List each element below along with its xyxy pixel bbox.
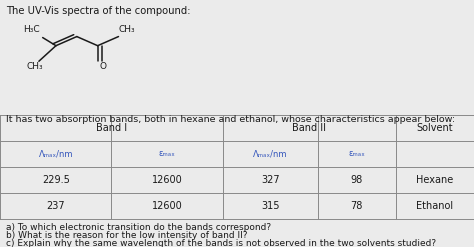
Text: Band II: Band II (292, 123, 326, 133)
Text: Solvent: Solvent (417, 123, 453, 133)
Text: Λₘₐₓ/nm: Λₘₐₓ/nm (253, 149, 287, 158)
Text: CH₃: CH₃ (118, 25, 135, 34)
Text: 98: 98 (351, 175, 363, 185)
Text: 237: 237 (46, 201, 65, 211)
Text: Λₘₐₓ/nm: Λₘₐₓ/nm (38, 149, 73, 158)
Text: 12600: 12600 (152, 201, 182, 211)
Text: It has two absorption bands, both in hexane and ethanol, whose characteristics a: It has two absorption bands, both in hex… (6, 115, 455, 124)
Text: Hexane: Hexane (416, 175, 454, 185)
Text: εₘₐₓ: εₘₐₓ (159, 149, 175, 158)
Text: H₃C: H₃C (23, 25, 39, 34)
Text: 327: 327 (261, 175, 280, 185)
Text: a) To which electronic transition do the bands correspond?: a) To which electronic transition do the… (6, 223, 271, 232)
Text: Band I: Band I (96, 123, 127, 133)
Text: Ethanol: Ethanol (416, 201, 454, 211)
Text: εₘₐₓ: εₘₐₓ (348, 149, 365, 158)
Text: The UV-Vis spectra of the compound:: The UV-Vis spectra of the compound: (6, 6, 190, 16)
Text: 315: 315 (261, 201, 280, 211)
Text: b) What is the reason for the low intensity of band II?: b) What is the reason for the low intens… (6, 231, 247, 240)
Text: c) Explain why the same wavelength of the bands is not observed in the two solve: c) Explain why the same wavelength of th… (6, 239, 436, 247)
Text: 229.5: 229.5 (42, 175, 70, 185)
Text: CH₃: CH₃ (26, 62, 43, 71)
Text: 78: 78 (350, 201, 363, 211)
Text: O: O (100, 62, 107, 71)
Text: 12600: 12600 (152, 175, 182, 185)
